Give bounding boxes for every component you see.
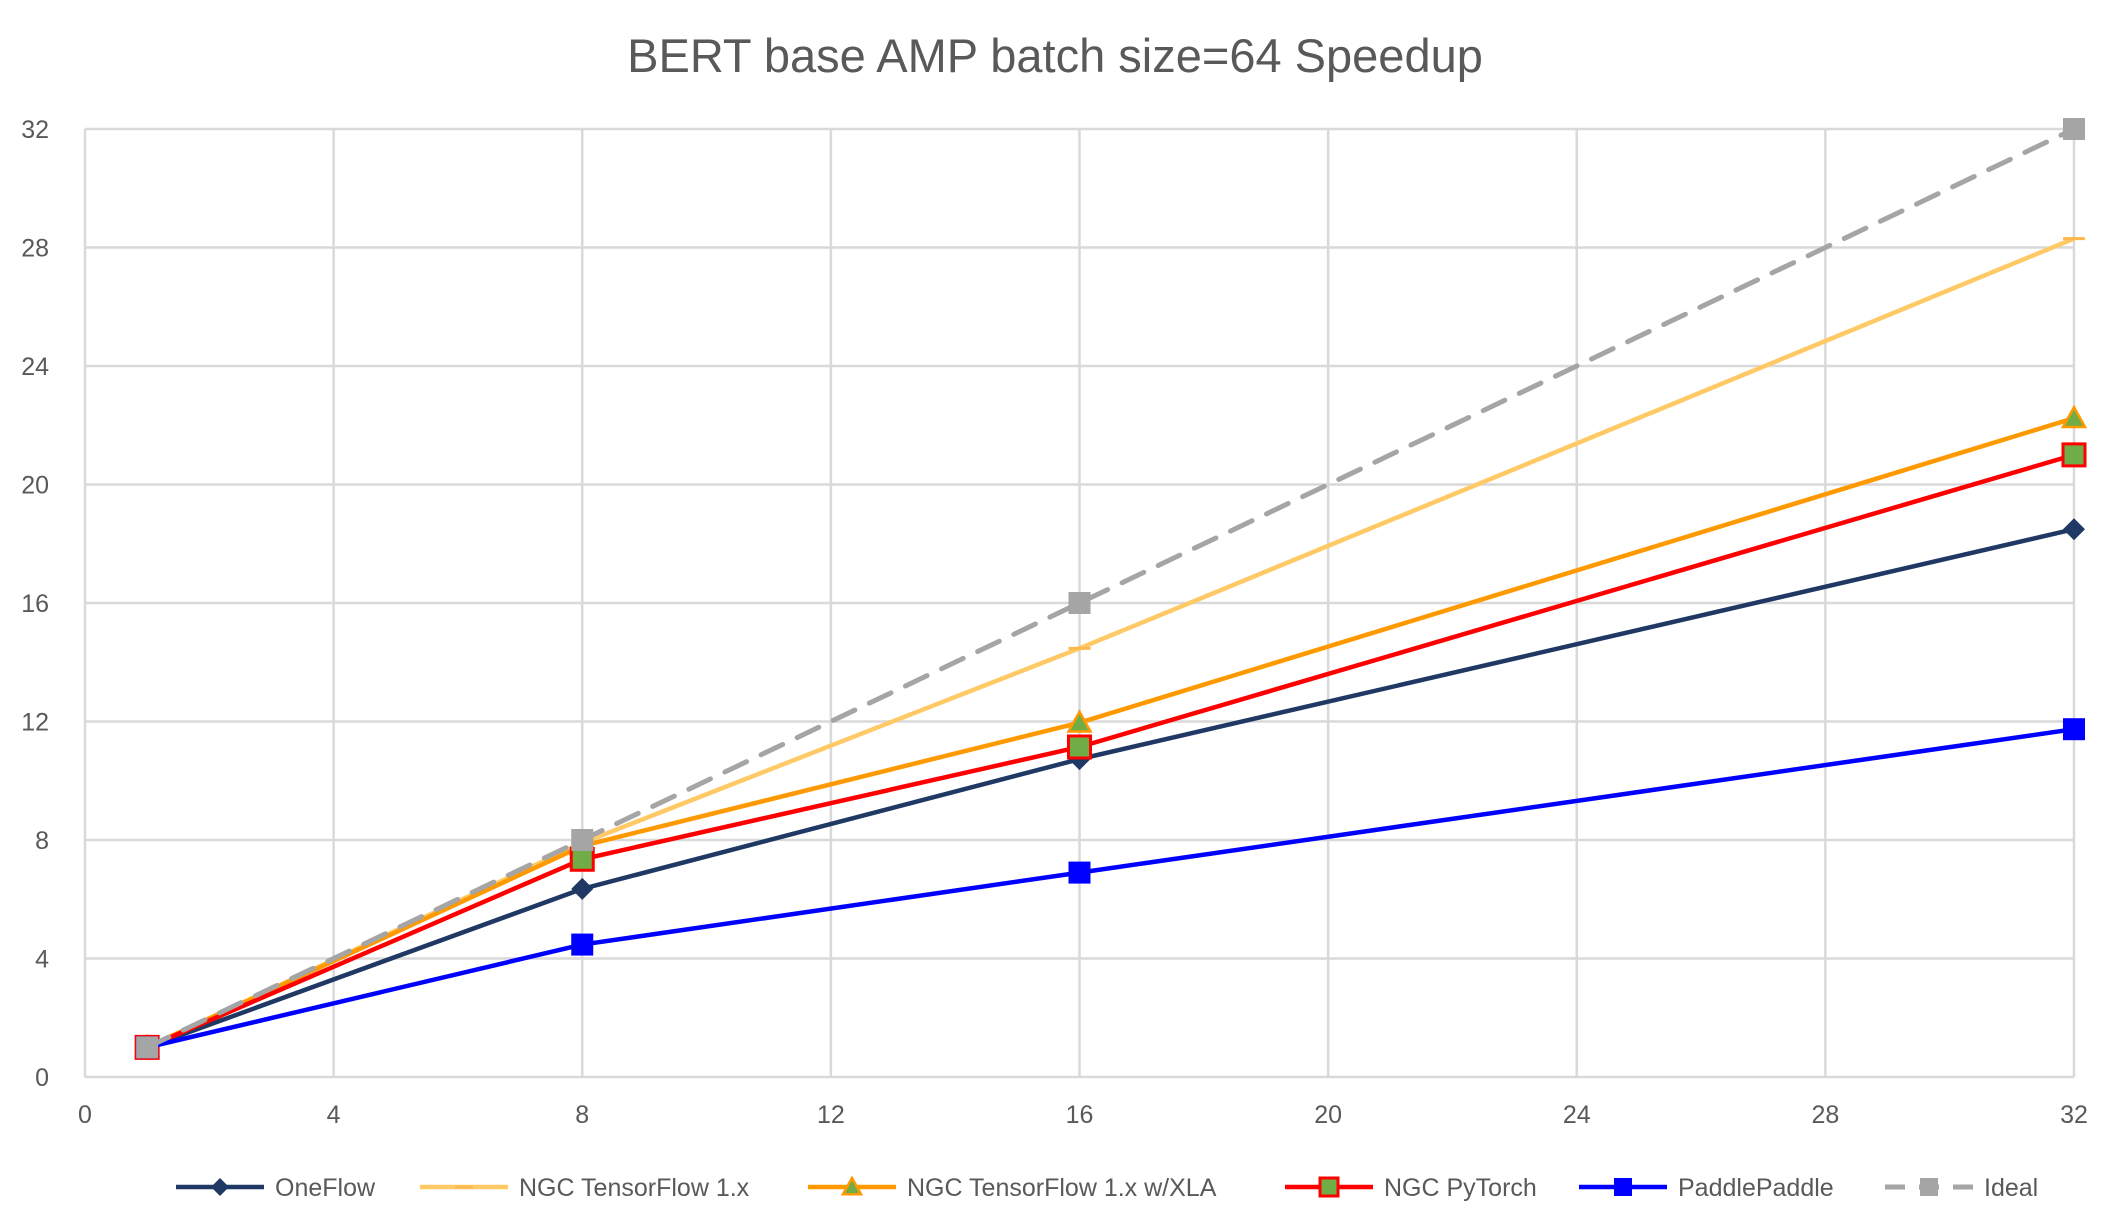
square-marker (2061, 442, 2087, 468)
diamond-marker (211, 1178, 229, 1196)
triangle-marker (2060, 404, 2088, 429)
series-line (146, 726, 2075, 1050)
x-tick-label: 8 (575, 1101, 589, 1129)
chart-title: BERT base AMP batch size=64 Speedup (627, 29, 1483, 82)
series-line (146, 415, 2075, 1050)
x-tick-label: 24 (1563, 1101, 1591, 1129)
series-paddlepaddle (136, 718, 2085, 1059)
legend-item: OneFlow (176, 1174, 376, 1202)
legend-label: NGC TensorFlow 1.x w/XLA (907, 1174, 1217, 1202)
legend-item: NGC PyTorch (1285, 1174, 1537, 1202)
square-marker (1068, 861, 1091, 884)
legend-item: NGC TensorFlow 1.x w/XLA (808, 1174, 1217, 1202)
square-marker (1614, 1178, 1632, 1196)
x-tick-label: 4 (327, 1101, 341, 1129)
series-line (144, 126, 2077, 1050)
legend-label: NGC TensorFlow 1.x (519, 1174, 750, 1202)
series-line (146, 527, 2075, 1050)
square-marker (2063, 118, 2085, 140)
square-marker (569, 846, 595, 872)
y-tick-label: 4 (35, 946, 49, 974)
x-tick-label: 20 (1314, 1101, 1342, 1129)
square-marker (1318, 1176, 1340, 1198)
diamond-marker (571, 877, 594, 900)
square-marker (571, 829, 594, 851)
legend-item: NGC TensorFlow 1.x (420, 1174, 750, 1202)
square-marker (2063, 718, 2085, 741)
x-tick-label: 32 (2060, 1101, 2088, 1129)
diamond-marker (2063, 518, 2085, 541)
tick-labels: 0 4 8 12 16 20 24 28 32 0 4 8 12 16 20 24 28 32 (21, 116, 2088, 1129)
x-tick-label: 12 (817, 1101, 845, 1129)
legend: OneFlow NGC TensorFlow 1.x NGC TensorFlow … (176, 1174, 2038, 1202)
y-tick-label: 16 (21, 590, 49, 618)
series-oneflow (136, 518, 2085, 1059)
series-group (134, 118, 2088, 1060)
y-tick-label: 0 (35, 1064, 49, 1092)
series-line (146, 452, 2075, 1050)
series-line (146, 236, 2075, 1050)
y-tick-label: 32 (21, 116, 49, 144)
square-marker (136, 1036, 159, 1059)
legend-label: OneFlow (275, 1174, 376, 1202)
y-tick-label: 24 (21, 353, 49, 381)
triangle-marker (840, 1175, 864, 1196)
square-marker (1920, 1178, 1938, 1196)
triangle-marker (1066, 709, 1093, 733)
y-tick-label: 28 (21, 235, 49, 263)
x-tick-label: 28 (1811, 1101, 1839, 1129)
y-tick-label: 8 (35, 827, 49, 855)
legend-label: Ideal (1984, 1174, 2038, 1202)
square-marker (1067, 734, 1092, 760)
x-tick-label: 16 (1066, 1101, 1094, 1129)
series-ideal (136, 118, 2085, 1059)
legend-item: PaddlePaddle (1579, 1174, 1834, 1202)
x-tick-label: 0 (78, 1101, 92, 1129)
y-tick-label: 12 (21, 709, 49, 737)
square-marker (1068, 592, 1091, 614)
legend-label: PaddlePaddle (1678, 1174, 1834, 1202)
legend-label: NGC PyTorch (1384, 1174, 1537, 1202)
y-tick-label: 20 (21, 472, 49, 500)
square-marker (571, 933, 594, 956)
legend-item: Ideal (1885, 1174, 2038, 1202)
